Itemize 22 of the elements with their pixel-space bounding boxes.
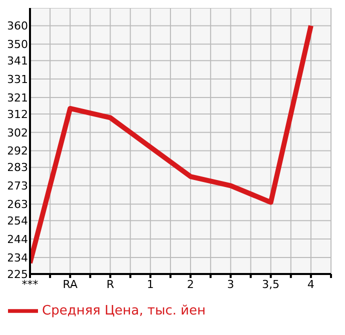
x-tick-label: RA: [62, 278, 78, 291]
y-tick-label: 234: [7, 251, 28, 264]
x-tick-label: 3,5: [262, 278, 280, 291]
x-tick-label: R: [106, 278, 114, 291]
y-tick-label: 321: [7, 91, 28, 104]
y-tick-label: 254: [7, 214, 28, 228]
y-tick-label: 244: [7, 232, 28, 246]
x-tick-label: 4: [307, 278, 314, 291]
y-tick-label: 341: [7, 54, 28, 68]
x-tick-label: 2: [187, 278, 194, 291]
y-tick-label: 263: [7, 198, 28, 212]
x-tick-label: 1: [146, 278, 154, 291]
y-tick-label: 331: [7, 72, 28, 86]
legend-label: Средняя Цена, тыс. йен: [42, 304, 206, 319]
y-tick-label: 360: [7, 20, 28, 33]
y-tick-label: 283: [7, 161, 28, 174]
y-tick-label: 312: [7, 108, 28, 121]
y-tick-label: 292: [7, 144, 28, 158]
y-tick-label: 273: [7, 180, 28, 193]
y-tick-label: 302: [7, 126, 28, 140]
x-tick-label: 3: [227, 278, 234, 291]
y-tick-label: 350: [7, 38, 28, 52]
